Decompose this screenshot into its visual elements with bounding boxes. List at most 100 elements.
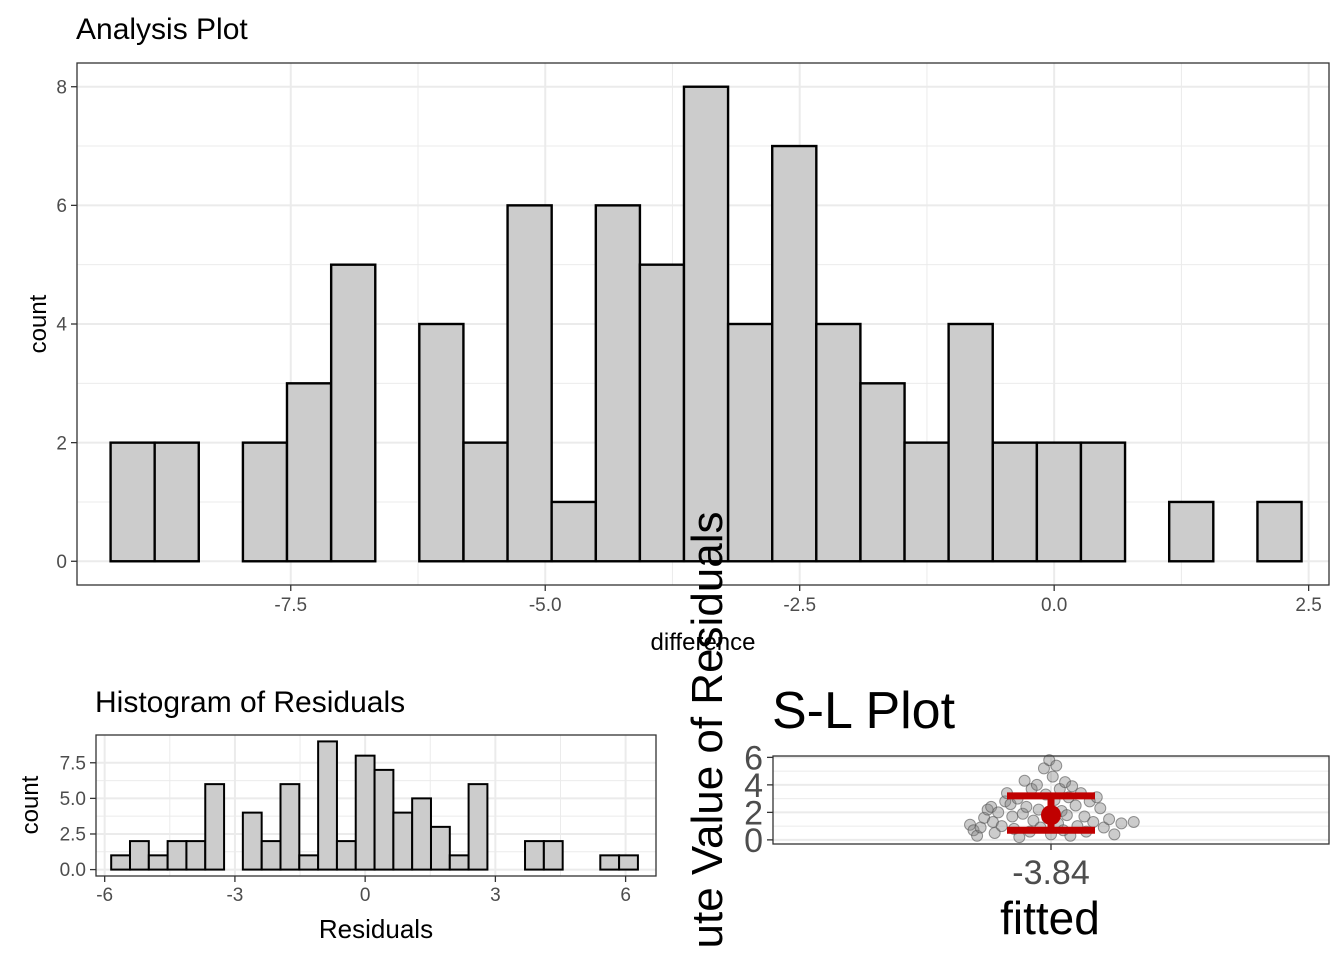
histogram-bar xyxy=(462,441,509,563)
histogram-bar xyxy=(147,854,169,871)
histogram-bar xyxy=(204,783,226,871)
residual-histogram-y-axis: 0.0 2.5 5.0 7.5 xyxy=(60,753,96,881)
histogram-bar xyxy=(317,740,338,871)
residual-point xyxy=(995,820,1008,833)
analysis-plot-title: Analysis Plot xyxy=(76,13,248,46)
histogram-bar xyxy=(241,811,263,871)
histogram-bar xyxy=(279,783,301,871)
histogram-bar xyxy=(726,322,774,563)
residual-histogram-bars xyxy=(110,740,639,871)
histogram-bar xyxy=(815,322,862,563)
histogram-bar xyxy=(354,754,376,871)
histogram-bar xyxy=(335,840,357,871)
residual-point xyxy=(1087,816,1100,828)
residual-point xyxy=(1108,828,1121,841)
histogram-bar xyxy=(947,322,994,563)
histogram-bar xyxy=(771,144,818,563)
x-tick-label: 6 xyxy=(620,885,631,906)
sl-plot-title: S-L Plot xyxy=(772,682,956,740)
histogram-bar xyxy=(682,85,730,563)
residual-histogram-xlabel: Residuals xyxy=(319,914,433,944)
y-tick-label: 8 xyxy=(56,77,67,98)
histogram-bar xyxy=(599,854,621,871)
residual-point xyxy=(1069,799,1082,812)
sl-plot-x-axis: -3.84 xyxy=(1012,844,1090,892)
histogram-bar xyxy=(430,825,451,871)
histogram-bar xyxy=(166,840,188,871)
sl-plot-xlabel: fitted xyxy=(1000,892,1100,944)
y-tick-label: 0.0 xyxy=(60,860,86,881)
residual-point xyxy=(1115,817,1128,830)
y-tick-label: 0 xyxy=(56,552,67,573)
residual-point xyxy=(1094,802,1107,815)
analysis-plot-panel: Analysis Plot -7.5 -5.0 -2.5 0.0 2.5 0 2 4 6 8 d… xyxy=(25,13,1330,656)
y-tick-label: 6 xyxy=(56,196,67,217)
sl-plot-ylabel: ute Value of Residuals xyxy=(683,511,732,948)
histogram-bar xyxy=(506,204,553,563)
histogram-bar xyxy=(1167,500,1215,563)
x-tick-label: -2.5 xyxy=(783,595,816,616)
residual-point xyxy=(1127,816,1140,828)
histogram-bar xyxy=(594,204,642,563)
x-tick-label: -7.5 xyxy=(274,595,307,616)
residual-point xyxy=(992,806,1005,819)
analysis-plot-x-axis: -7.5 -5.0 -2.5 0.0 2.5 xyxy=(274,585,1322,616)
residual-histogram-ylabel: count xyxy=(17,775,44,834)
x-tick-label: 0 xyxy=(360,885,371,906)
residual-point xyxy=(1078,810,1091,823)
histogram-bar xyxy=(298,854,320,871)
y-tick-label: 4 xyxy=(744,767,763,805)
residual-point xyxy=(1018,774,1031,787)
residual-point xyxy=(1060,809,1073,822)
x-tick-label: 2.5 xyxy=(1295,595,1321,616)
sl-plot-summary xyxy=(1007,792,1095,834)
histogram-bar xyxy=(329,263,377,563)
residual-point xyxy=(1046,770,1059,783)
histogram-bar xyxy=(392,811,414,871)
residual-point xyxy=(1006,810,1019,823)
analysis-plot-y-axis: 0 2 4 6 8 xyxy=(56,77,77,573)
y-tick-label: 7.5 xyxy=(60,753,86,774)
histogram-bar xyxy=(373,768,395,871)
histogram-bar xyxy=(241,441,289,563)
histogram-bar xyxy=(109,441,156,563)
residual-point xyxy=(1016,807,1029,820)
histogram-bar xyxy=(991,441,1039,563)
histogram-bar xyxy=(411,797,432,871)
residual-histogram-x-axis: -6 -3 0 3 6 xyxy=(96,876,631,906)
histogram-bar xyxy=(260,840,282,871)
residual-point xyxy=(1103,813,1116,826)
histogram-bar xyxy=(542,840,564,871)
histogram-bar xyxy=(128,840,150,871)
y-tick-label: 4 xyxy=(56,315,67,336)
histogram-bar xyxy=(448,854,470,871)
histogram-bar xyxy=(903,441,950,563)
residual-histogram-title: Histogram of Residuals xyxy=(95,686,405,719)
analysis-plot-ylabel: count xyxy=(25,294,52,353)
histogram-bar xyxy=(1035,441,1083,563)
y-tick-label: 6 xyxy=(744,739,763,777)
residual-point xyxy=(1030,778,1043,791)
histogram-bar xyxy=(467,783,489,871)
histogram-bar xyxy=(110,854,132,871)
y-tick-label: 2 xyxy=(56,433,67,454)
analysis-plot-xlabel: difference xyxy=(651,629,756,656)
histogram-bar xyxy=(618,854,639,871)
y-tick-label: 0 xyxy=(744,822,763,860)
histogram-bar xyxy=(153,441,200,563)
y-tick-label: 2 xyxy=(744,794,763,832)
histogram-bar xyxy=(859,382,906,563)
histogram-bar xyxy=(418,322,465,563)
histogram-bar xyxy=(1079,441,1127,563)
y-tick-label: 2.5 xyxy=(60,825,86,846)
histogram-bar xyxy=(638,263,686,563)
residual-point xyxy=(1066,780,1079,793)
x-tick-label: 3 xyxy=(490,885,501,906)
histogram-bar xyxy=(185,840,207,871)
x-tick-label: -6 xyxy=(96,885,113,906)
mean-point xyxy=(1041,805,1061,826)
x-tick-label: 0.0 xyxy=(1041,595,1067,616)
